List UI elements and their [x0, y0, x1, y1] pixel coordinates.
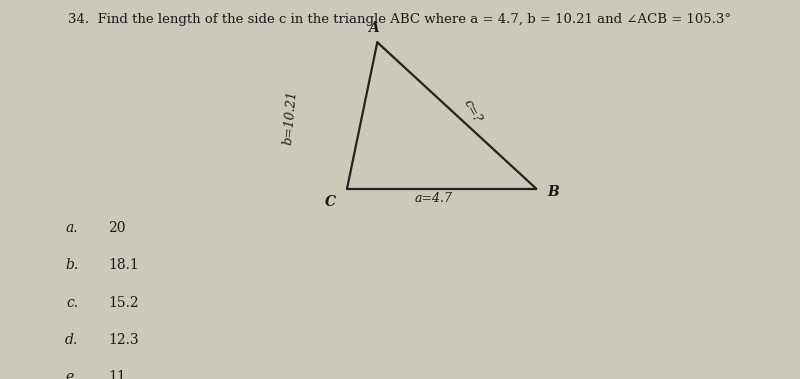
Text: 20: 20	[109, 221, 126, 235]
Text: 11: 11	[109, 370, 126, 379]
Text: d.: d.	[65, 333, 78, 347]
Text: a=4.7: a=4.7	[415, 192, 453, 205]
Text: c=?: c=?	[461, 97, 483, 124]
Text: c.: c.	[66, 296, 78, 310]
Text: b.: b.	[65, 258, 78, 272]
Text: 15.2: 15.2	[109, 296, 139, 310]
Text: C: C	[325, 195, 336, 209]
Text: e.: e.	[66, 370, 78, 379]
Text: 12.3: 12.3	[109, 333, 139, 347]
Text: b=10.21: b=10.21	[282, 89, 299, 145]
Text: A: A	[368, 20, 379, 34]
Text: 18.1: 18.1	[109, 258, 139, 272]
Text: B: B	[547, 185, 558, 199]
Text: 34.  Find the length of the side c in the triangle ABC where a = 4.7, b = 10.21 : 34. Find the length of the side c in the…	[69, 13, 731, 26]
Text: a.: a.	[66, 221, 78, 235]
